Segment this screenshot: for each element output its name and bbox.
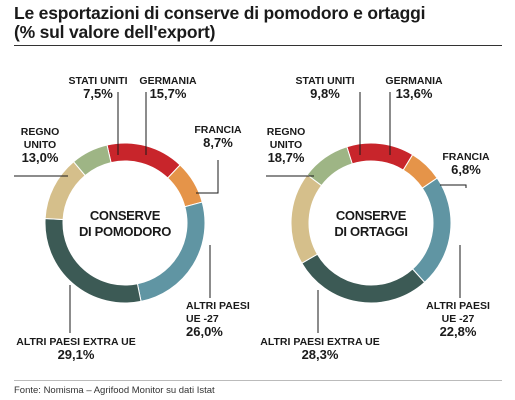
label-value-extra_ue: 28,3% — [302, 347, 339, 362]
label-name-germania-1: GERMANIA — [385, 75, 443, 87]
center-label-line-1: CONSERVE — [90, 208, 161, 223]
slice-extra_ue — [301, 253, 426, 304]
leader-line-francia — [196, 160, 219, 194]
label-value-regno_unito: 13,0% — [22, 150, 59, 165]
slice-stati_uniti — [72, 144, 112, 177]
center-label-line-2: DI ORTAGGI — [334, 224, 407, 239]
slice-altri_ue — [411, 177, 452, 284]
label-name-extra_ue-1: ALTRI PAESI EXTRA UE — [16, 336, 135, 348]
label-value-francia: 6,8% — [451, 162, 481, 177]
label-name-germania-1: GERMANIA — [139, 75, 197, 87]
label-value-germania: 15,7% — [150, 86, 187, 101]
label-value-altri_ue: 22,8% — [440, 324, 477, 339]
label-name-regno_unito-2: UNITO — [24, 139, 56, 151]
slice-regno_unito — [44, 161, 86, 221]
chart-title: Le esportazioni di conserve di pomodoro … — [14, 4, 504, 42]
label-name-altri_ue-1: ALTRI PAESI — [186, 300, 250, 312]
slice-germania — [346, 142, 414, 171]
label-value-altri_ue: 26,0% — [186, 324, 223, 339]
label-value-regno_unito: 18,7% — [268, 150, 305, 165]
chart-title-line-2: (% sul valore dell'export) — [14, 22, 216, 42]
source-note: Fonte: Nomisma – Agrifood Monitor su dat… — [14, 385, 215, 396]
label-name-regno_unito-2: UNITO — [270, 139, 302, 151]
label-name-altri_ue-2: UE -27 — [442, 313, 475, 325]
slice-regno_unito — [290, 174, 323, 264]
title-divider — [14, 45, 502, 46]
center-label-line-1: CONSERVE — [336, 208, 407, 223]
label-name-stati_uniti-1: STATI UNITI — [68, 75, 127, 87]
slice-stati_uniti — [306, 146, 353, 187]
label-name-extra_ue-1: ALTRI PAESI EXTRA UE — [260, 336, 379, 348]
label-value-francia: 8,7% — [203, 135, 233, 150]
label-name-regno_unito-1: REGNO — [267, 126, 306, 138]
label-name-regno_unito-1: REGNO — [21, 126, 60, 138]
label-value-stati_uniti: 7,5% — [83, 86, 113, 101]
label-name-francia-1: FRANCIA — [442, 151, 490, 163]
footer-divider — [14, 380, 502, 381]
label-name-altri_ue-1: ALTRI PAESI — [426, 300, 490, 312]
label-name-francia-1: FRANCIA — [194, 124, 242, 136]
chart-title-line-1: Le esportazioni di conserve di pomodoro … — [14, 3, 426, 23]
leader-line-francia — [440, 184, 467, 188]
label-value-germania: 13,6% — [396, 86, 433, 101]
center-label-line-2: DI POMODORO — [79, 224, 171, 239]
label-value-extra_ue: 29,1% — [58, 347, 95, 362]
label-name-stati_uniti-1: STATI UNITI — [295, 75, 354, 87]
label-value-stati_uniti: 9,8% — [310, 86, 340, 101]
label-name-altri_ue-2: UE -27 — [186, 313, 219, 325]
